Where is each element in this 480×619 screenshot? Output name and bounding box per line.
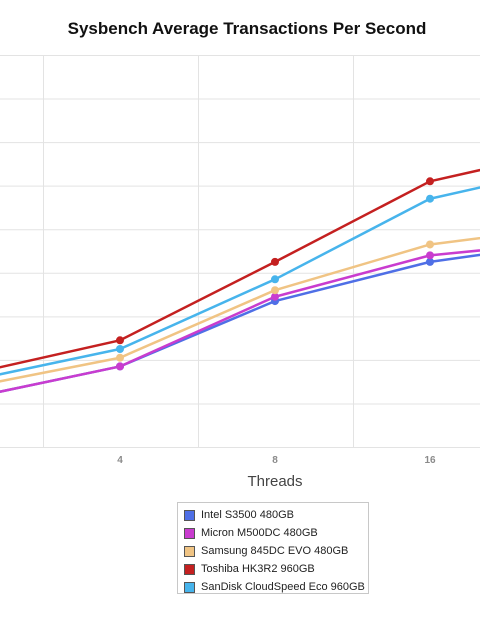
legend-label: Micron M500DC 480GB	[201, 527, 318, 539]
data-point	[271, 257, 279, 266]
series-line	[0, 253, 480, 393]
data-point	[426, 257, 434, 266]
legend-item[interactable]: Intel S3500 480GB	[178, 506, 368, 524]
x-tick-label: 4	[117, 455, 123, 466]
chart-title: Sysbench Average Transactions Per Second	[67, 19, 427, 38]
data-point	[271, 292, 279, 301]
data-point	[426, 194, 434, 203]
data-point	[271, 286, 279, 295]
legend-item[interactable]: Samsung 845DC EVO 480GB	[178, 542, 368, 560]
x-tick-label: 8	[272, 455, 278, 466]
legend-swatch	[184, 527, 195, 539]
legend-swatch	[184, 509, 195, 521]
legend-label: Toshiba HK3R2 960GB	[201, 563, 315, 575]
line-chart: 4 8 16	[0, 55, 480, 466]
data-point	[116, 353, 124, 362]
legend-item[interactable]: Toshiba HK3R2 960GB	[178, 560, 368, 578]
legend-label: Intel S3500 480GB	[201, 509, 294, 521]
data-point	[426, 240, 434, 249]
series-line	[0, 249, 480, 393]
data-point	[116, 345, 124, 353]
legend-swatch	[184, 581, 195, 593]
x-axis-label: Threads	[247, 473, 303, 490]
legend-swatch	[184, 563, 195, 575]
data-point	[116, 362, 124, 371]
legend-label: Samsung 845DC EVO 480GB	[201, 545, 349, 557]
legend-label: SanDisk CloudSpeed Eco 960GB	[201, 581, 365, 593]
legend-item[interactable]: Micron M500DC 480GB	[178, 524, 368, 542]
legend-swatch	[184, 545, 195, 557]
data-point	[426, 177, 434, 186]
series-line	[0, 236, 480, 383]
data-point	[426, 251, 434, 260]
x-axis-ticks: 4 8 16	[117, 455, 436, 466]
data-point	[271, 275, 279, 284]
series-points	[116, 177, 434, 371]
x-tick-label: 16	[424, 455, 436, 466]
legend[interactable]: Intel S3500 480GB Micron M500DC 480GB Sams…	[177, 502, 369, 594]
legend-item[interactable]: SanDisk CloudSpeed Eco 960GB	[178, 578, 368, 596]
data-point	[116, 336, 124, 345]
